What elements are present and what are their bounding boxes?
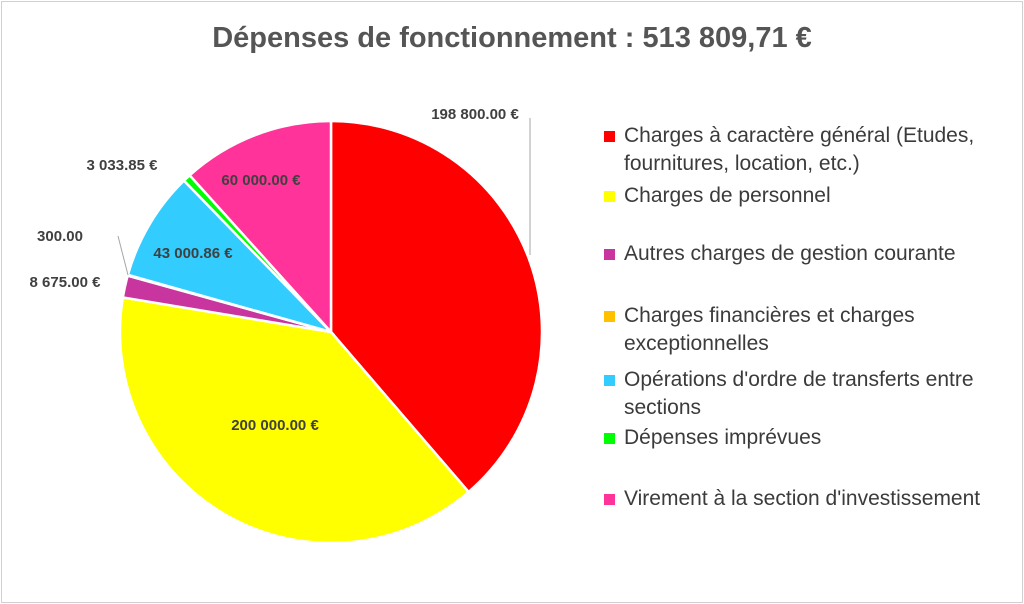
legend-swatch <box>604 375 615 386</box>
data-label-0: 198 800.00 € <box>431 106 519 123</box>
data-label-5: 3 033.85 € <box>87 157 159 174</box>
legend-swatch <box>604 131 615 142</box>
chart-title: Dépenses de fonctionnement : 513 809,71 … <box>212 22 812 54</box>
legend-label: Autres charges de gestion courante <box>624 242 956 265</box>
legend-swatch <box>604 494 615 505</box>
legend-swatch <box>604 311 615 322</box>
pie-slice-6 <box>187 119 333 336</box>
pie-slice-4 <box>126 178 336 335</box>
legend-swatch <box>604 433 615 444</box>
legend-label: Charges financières et charges exception… <box>624 304 915 355</box>
chart-legend: Charges à caractère général (Etudes, fou… <box>602 0 1012 604</box>
data-label-2: 8 675.00 € <box>30 274 102 291</box>
legend-label: Dépenses imprévues <box>624 426 822 449</box>
data-label-4: 43 000.86 € <box>153 245 233 262</box>
data-label-3: 300.00 <box>37 228 83 245</box>
legend-label: Virement à la section d'investissement <box>624 487 981 510</box>
data-label-1: 200 000.00 € <box>231 417 319 434</box>
legend-swatch <box>604 191 615 202</box>
legend-label: Opérations d'ordre de transferts entre s… <box>624 368 974 419</box>
legend-label: Charges à caractère général (Etudes, fou… <box>624 124 975 175</box>
data-label-6: 60 000.00 € <box>221 172 301 189</box>
legend-swatch <box>604 249 615 260</box>
legend-label: Charges de personnel <box>624 184 831 207</box>
pie-slice-1 <box>118 296 471 545</box>
leader-line-3 <box>117 235 129 276</box>
pie-slice-0 <box>329 119 544 494</box>
